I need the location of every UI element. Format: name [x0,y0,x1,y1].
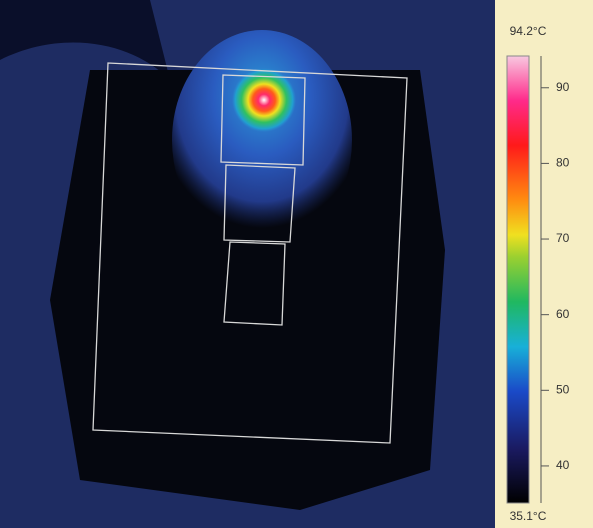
tick-label: 70 [556,231,570,245]
max-label: 94.2°C [510,24,547,38]
thermal-view: 94.2°C 35.1°C 40 50 60 70 80 90 [0,0,593,528]
tick-label: 80 [556,156,570,170]
tick-label: 40 [556,458,570,472]
warm-glow [172,30,352,250]
colorbar [507,56,529,503]
tick-label: 90 [556,80,570,94]
tick-label: 50 [556,382,570,396]
tick-label: 60 [556,307,570,321]
page: 94.2°C 35.1°C 405060708090 (() => { cons… [0,0,593,528]
min-label: 35.1°C [510,509,547,523]
